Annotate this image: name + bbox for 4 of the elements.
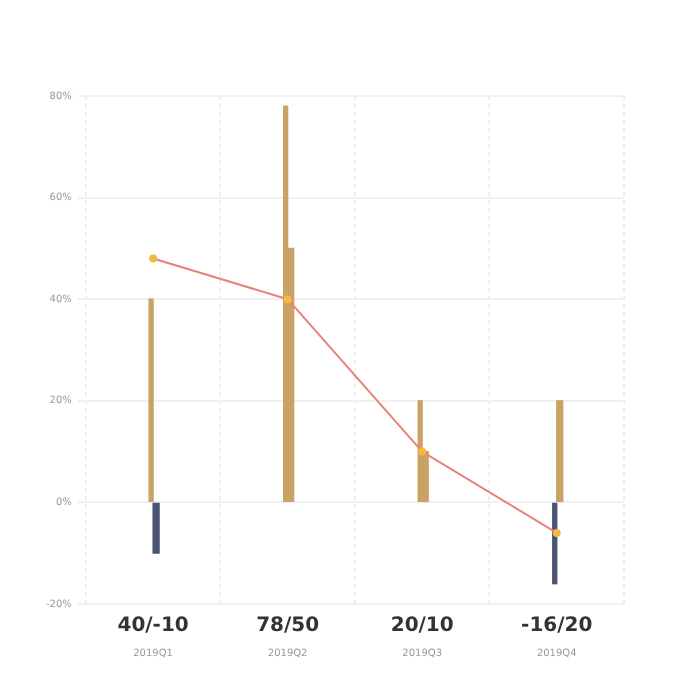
bar — [148, 298, 154, 503]
bar — [282, 105, 289, 503]
bar — [152, 502, 160, 554]
bar — [556, 400, 564, 503]
